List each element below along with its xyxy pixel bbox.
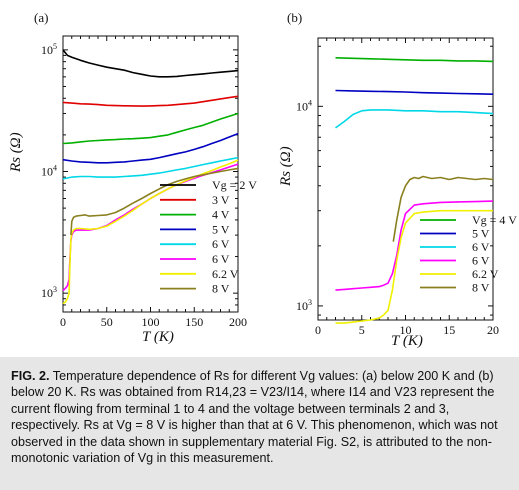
series-line bbox=[62, 95, 239, 107]
panel-a-label: (a) bbox=[34, 10, 48, 25]
x-tick-label: 0 bbox=[60, 315, 66, 329]
panel-b-xlabel: T (K) bbox=[391, 333, 423, 349]
x-tick-label: 200 bbox=[229, 315, 247, 329]
legend-label: 6 V bbox=[212, 237, 230, 251]
legend-label: 6 V bbox=[212, 252, 230, 266]
legend-label: 6 V bbox=[472, 240, 490, 254]
series-line bbox=[335, 57, 494, 63]
series-line bbox=[62, 132, 239, 164]
series-line bbox=[62, 156, 239, 180]
caption-text: Temperature dependence of Rs for differe… bbox=[11, 369, 498, 466]
panel-a-xlabel: T (K) bbox=[142, 329, 174, 345]
legend-label: 8 V bbox=[212, 282, 230, 296]
legend-label: Vg = 4 V bbox=[472, 213, 517, 227]
x-tick-label: 20 bbox=[487, 323, 499, 337]
x-tick-label: 5 bbox=[359, 323, 365, 337]
y-tick-label: 104 bbox=[296, 98, 312, 113]
figure-caption: FIG. 2. Temperature dependence of Rs for… bbox=[0, 357, 519, 490]
legend-label: 3 V bbox=[212, 193, 230, 207]
y-tick-label: 103 bbox=[296, 298, 312, 313]
panel-a-ylabel: Rs (Ω) bbox=[8, 132, 24, 173]
y-tick-label: 103 bbox=[41, 285, 57, 300]
x-tick-label: 10 bbox=[400, 323, 412, 337]
legend-label: 6 V bbox=[472, 254, 490, 268]
y-tick-label: 105 bbox=[41, 42, 57, 57]
series-line bbox=[335, 209, 493, 324]
series-line bbox=[62, 49, 239, 78]
x-tick-label: 150 bbox=[185, 315, 203, 329]
series-line bbox=[335, 89, 494, 95]
x-tick-label: 50 bbox=[101, 315, 113, 329]
series-line bbox=[70, 167, 239, 236]
x-tick-label: 0 bbox=[315, 323, 321, 337]
y-tick-label: 104 bbox=[41, 164, 57, 179]
panel-b-label: (b) bbox=[287, 10, 302, 25]
legend-label: 6.2 V bbox=[212, 267, 239, 281]
legend-label: 5 V bbox=[212, 222, 230, 236]
caption-label: FIG. 2. bbox=[11, 369, 50, 383]
series-line bbox=[335, 109, 494, 129]
series-line bbox=[335, 200, 494, 291]
x-tick-label: 100 bbox=[142, 315, 160, 329]
legend-label: 5 V bbox=[472, 227, 490, 241]
x-tick-label: 15 bbox=[443, 323, 455, 337]
legend-label: Vg = 2 V bbox=[212, 178, 257, 192]
legend-label: 8 V bbox=[472, 281, 490, 295]
legend-label: 4 V bbox=[212, 208, 230, 222]
series-line bbox=[392, 175, 494, 242]
panel-b-ylabel: Rs (Ω) bbox=[278, 146, 294, 187]
series-line bbox=[62, 112, 239, 145]
legend-label: 6.2 V bbox=[472, 267, 499, 281]
